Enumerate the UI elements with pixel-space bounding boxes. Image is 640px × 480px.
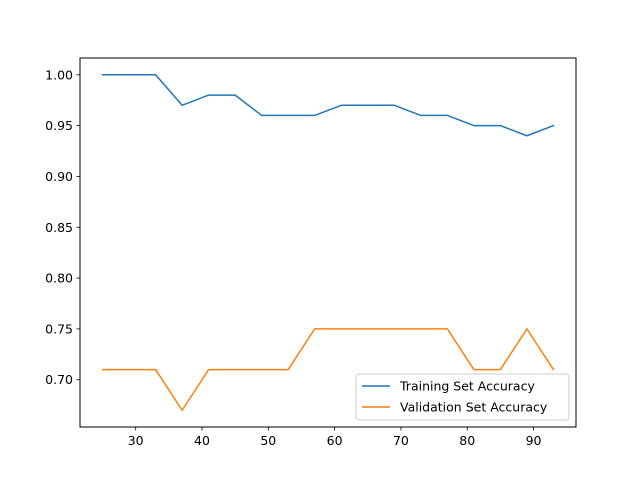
x-tick-label: 60 [327, 433, 343, 448]
y-tick-label: 0.80 [45, 271, 73, 286]
y-tick-label: 1.00 [45, 67, 73, 82]
x-tick-label: 80 [459, 433, 475, 448]
y-tick-label: 0.95 [45, 118, 73, 133]
x-tick-label: 50 [260, 433, 276, 448]
x-tick-label: 40 [194, 433, 210, 448]
legend-label-1: Validation Set Accuracy [400, 400, 548, 415]
x-tick-label: 70 [393, 433, 409, 448]
series-line-1 [101, 328, 555, 411]
legend-box [355, 373, 570, 421]
y-tick-label: 0.75 [45, 321, 73, 336]
plot-frame [79, 57, 577, 428]
y-tick-label: 0.85 [45, 220, 73, 235]
x-tick-label: 30 [128, 433, 144, 448]
legend: Training Set Accuracy Validation Set Accu… [355, 373, 570, 421]
x-axis: 30 40 50 60 70 80 90 [128, 427, 542, 448]
series-line-0 [101, 74, 555, 137]
y-tick-label: 0.70 [45, 372, 73, 387]
series-layer [101, 74, 555, 411]
legend-label-0: Training Set Accuracy [399, 379, 535, 394]
y-tick-label: 0.90 [45, 169, 73, 184]
y-axis: 0.70 0.75 0.80 0.85 0.90 0.95 1.00 [45, 67, 80, 387]
x-tick-label: 90 [526, 433, 542, 448]
